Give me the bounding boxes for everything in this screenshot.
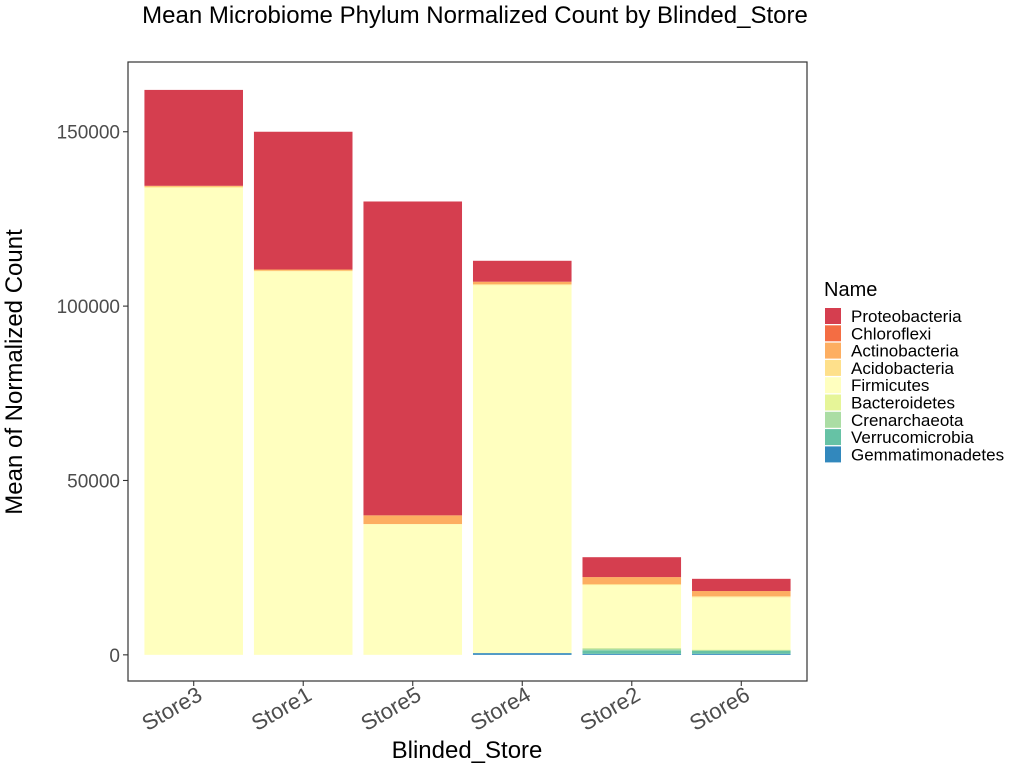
legend-key-verrucomicrobia [825,429,841,446]
legend-label-gemmatimonadetes: Gemmatimonadetes [851,445,1004,464]
bar-segment-store6-bacteroidetes [692,649,791,651]
bar-segment-store6-crenarchaeota [692,649,791,652]
bar-segment-store5-firmicutes [363,524,463,655]
bar-segment-store2-actinobacteria [582,577,682,585]
legend-key-proteobacteria [825,308,841,324]
bar-segment-store6-verrucomicrobia [692,651,791,654]
bar-segment-store2-gemmatimonadetes [582,653,682,655]
x-tick-label: Store2 [576,682,645,736]
bar-segment-store3-proteobacteria [144,89,243,186]
legend-key-firmicutes [825,377,841,394]
chart-title: Mean Microbiome Phylum Normalized Count … [142,2,808,29]
legend-key-bacteroidetes [825,394,841,411]
bar-segment-store4-gemmatimonadetes [472,653,572,655]
bar-segment-store4-actinobacteria [472,281,572,285]
bar-segment-store2-crenarchaeota [582,648,682,651]
legend-label-acidobacteria: Acidobacteria [851,359,955,378]
legend-label-bacteroidetes: Bacteroidetes [851,394,955,413]
bar-segment-store3-actinobacteria [144,185,243,187]
bar-segment-store2-proteobacteria [582,557,682,578]
legend-key-crenarchaeota [825,411,841,428]
bar-segment-store4-proteobacteria [472,260,572,282]
legend-label-actinobacteria: Actinobacteria [851,342,959,361]
x-tick-label: Store6 [685,682,754,736]
bar-segment-store6-gemmatimonadetes [692,653,791,655]
y-axis: 0 50000 100000 150000 [57,123,128,667]
legend-key-actinobacteria [825,342,841,359]
y-tick-label: 150000 [57,123,120,144]
bar-segment-store6-firmicutes [692,597,791,650]
bar-segment-store2-bacteroidetes [582,647,682,649]
plot-border [127,61,808,682]
bars-layer [144,89,791,655]
x-tick-label: Store4 [466,682,535,736]
bar-segment-store6-actinobacteria [692,591,791,597]
bar-segment-store1-firmicutes [253,271,353,655]
bar-segment-store1-acidobacteria [253,270,353,272]
x-axis: Store3 Store1 Store5 Store4 Store2 Store6 [138,681,754,736]
y-tick-label: 50000 [67,471,120,492]
legend-key-gemmatimonadetes [825,446,841,463]
bar-segment-store5-actinobacteria [363,515,463,525]
bar-segment-store2-firmicutes [582,585,682,648]
legend-label-crenarchaeota: Crenarchaeota [851,411,964,430]
y-tick-label: 100000 [57,297,120,318]
bar-segment-store6-acidobacteria [692,596,791,598]
x-axis-title: Blinded_Store [392,737,543,764]
x-tick-label: Store5 [357,682,426,736]
bar-segment-store1-proteobacteria [253,131,353,270]
bar-segment-store1-actinobacteria [253,269,353,271]
bar-segment-store3-acidobacteria [144,186,243,188]
bar-segment-store5-proteobacteria [363,201,463,516]
legend-label-firmicutes: Firmicutes [851,376,929,395]
x-tick-label: Store1 [247,682,316,736]
bar-segment-store2-verrucomicrobia [582,650,682,654]
legend-label-proteobacteria: Proteobacteria [851,307,962,326]
x-tick-label: Store3 [138,682,207,736]
legend-title: Name [824,279,877,301]
bar-segment-store3-firmicutes [144,187,243,655]
bar-segment-store2-acidobacteria [582,584,682,586]
bar-segment-store4-acidobacteria [472,284,572,286]
y-axis-title: Mean of Normalized Count [1,229,28,515]
legend: Name ProteobacteriaChloroflexiActinobact… [824,279,1004,464]
legend-label-verrucomicrobia: Verrucomicrobia [851,428,974,447]
y-tick-label: 0 [109,646,120,667]
legend-label-chloroflexi: Chloroflexi [851,324,931,343]
legend-key-acidobacteria [825,359,841,376]
bar-segment-store4-firmicutes [472,285,572,654]
bar-segment-store6-proteobacteria [692,578,791,592]
legend-key-chloroflexi [825,325,841,342]
